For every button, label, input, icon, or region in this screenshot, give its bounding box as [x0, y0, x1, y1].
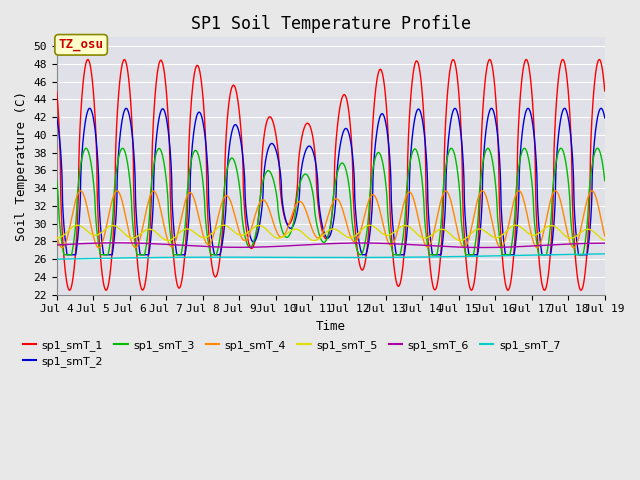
X-axis label: Time: Time [316, 320, 346, 333]
Legend: sp1_smT_1, sp1_smT_2, sp1_smT_3, sp1_smT_4, sp1_smT_5, sp1_smT_6, sp1_smT_7: sp1_smT_1, sp1_smT_2, sp1_smT_3, sp1_smT… [19, 335, 565, 372]
Text: TZ_osu: TZ_osu [59, 38, 104, 51]
Y-axis label: Soil Temperature (C): Soil Temperature (C) [15, 91, 28, 241]
Title: SP1 Soil Temperature Profile: SP1 Soil Temperature Profile [191, 15, 471, 33]
